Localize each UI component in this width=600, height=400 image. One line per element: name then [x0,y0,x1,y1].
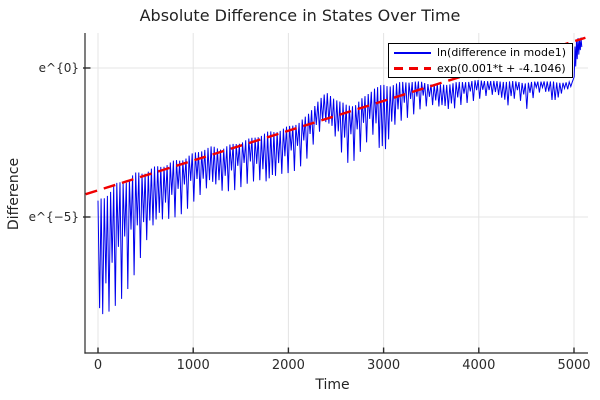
x-tick-label: 4000 [462,358,495,373]
fit-line-red [85,36,586,196]
y-tick-label-em5: e^{−5} [28,210,79,224]
series-line-blue [97,37,583,315]
x-tick-label: 1000 [177,358,210,373]
x-tick-label: 5000 [557,358,590,373]
x-tick-label: 0 [94,358,102,373]
legend-item-label: ln(difference in mode1) [437,46,567,60]
legend-item: ln(difference in mode1) [394,45,568,60]
legend-item-label: exp(0.001*t + -4.1046) [437,61,566,75]
legend-line-sample-dashed [394,66,431,70]
x-tick-label: 2000 [272,358,305,373]
chart-title: Absolute Difference in States Over Time [139,6,461,25]
x-tick-label: 3000 [367,358,400,373]
y-axis-label: Difference [6,157,22,231]
legend-line-sample-solid [394,51,431,54]
legend-item: exp(0.001*t + -4.1046) [394,61,568,76]
legend: ln(difference in mode1) exp(0.001*t + -4… [388,43,573,78]
x-axis-label: Time [315,377,350,393]
y-tick-label-e0: e^{0} [38,61,79,75]
